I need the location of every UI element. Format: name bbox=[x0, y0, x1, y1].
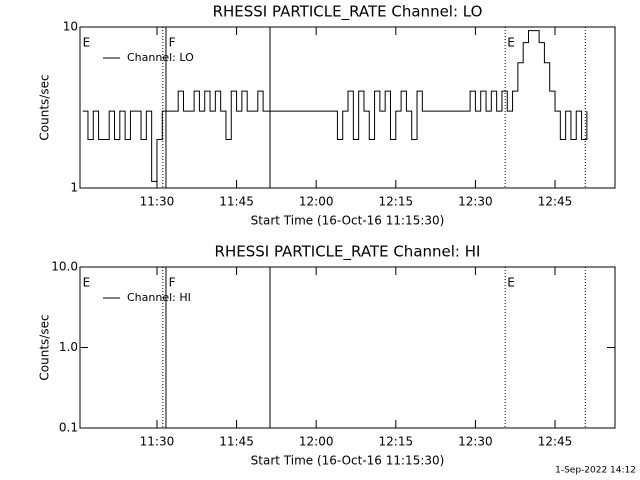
data-line bbox=[82, 30, 588, 182]
y-tick-label: 10 bbox=[63, 20, 78, 34]
legend-label: Channel: LO bbox=[127, 51, 194, 64]
y-axis-label: Counts/sec bbox=[38, 74, 52, 140]
x-tick-label: 12:15 bbox=[379, 435, 414, 449]
y-tick-label: 1 bbox=[70, 181, 78, 195]
x-tick-label: 12:30 bbox=[458, 435, 493, 449]
x-tick-label: 12:00 bbox=[299, 435, 334, 449]
plot-frame bbox=[79, 26, 616, 189]
chart-title: RHESSI PARTICLE_RATE Channel: HI bbox=[215, 243, 481, 262]
y-tick-label: 0.1 bbox=[59, 421, 78, 435]
y-tick-label: 10.0 bbox=[51, 260, 78, 274]
x-tick-label: 11:30 bbox=[140, 435, 175, 449]
event-label: E bbox=[83, 276, 91, 290]
x-axis-label: Start Time (16-Oct-16 11:15:30) bbox=[251, 454, 445, 468]
x-tick-label: 12:15 bbox=[379, 195, 414, 209]
y-axis-label: Counts/sec bbox=[38, 314, 52, 380]
event-label: E bbox=[83, 36, 91, 50]
event-label: E bbox=[507, 276, 515, 290]
x-axis-label: Start Time (16-Oct-16 11:15:30) bbox=[251, 214, 445, 228]
chart-title: RHESSI PARTICLE_RATE Channel: LO bbox=[213, 3, 483, 22]
event-label: F bbox=[169, 276, 176, 290]
legend-label: Channel: HI bbox=[127, 291, 191, 304]
x-tick-label: 12:45 bbox=[538, 195, 573, 209]
x-tick-label: 11:45 bbox=[219, 435, 254, 449]
event-label: E bbox=[507, 36, 515, 50]
footer: 1-Sep-2022 14:12 bbox=[555, 466, 636, 476]
y-tick-label: 1.0 bbox=[59, 340, 78, 354]
x-tick-label: 12:45 bbox=[538, 435, 573, 449]
x-tick-label: 12:30 bbox=[458, 195, 493, 209]
event-label: F bbox=[169, 36, 176, 50]
x-tick-label: 11:30 bbox=[140, 195, 175, 209]
x-tick-label: 12:00 bbox=[299, 195, 334, 209]
x-tick-label: 11:45 bbox=[219, 195, 254, 209]
